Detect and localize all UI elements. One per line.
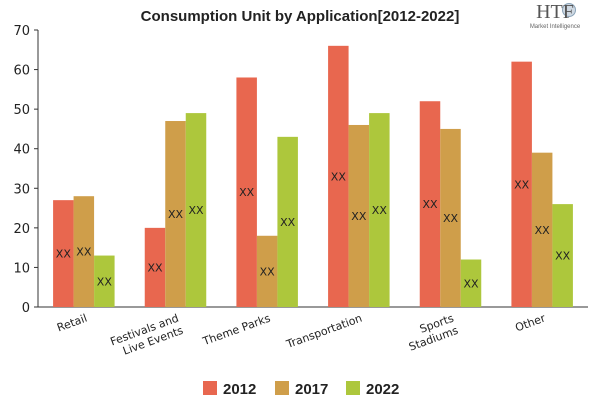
bar-2022-2 bbox=[277, 136, 298, 307]
data-label: XX bbox=[280, 216, 296, 229]
bar-2012-2 bbox=[236, 77, 257, 307]
data-label: XX bbox=[463, 277, 479, 290]
data-label: XX bbox=[188, 204, 204, 217]
y-tick-label: 50 bbox=[13, 103, 30, 118]
data-label: XX bbox=[372, 204, 388, 217]
bar-2022-1 bbox=[185, 113, 207, 307]
data-labels: XX XX XX XX XX XX XX XX XX XX XX XX XX XX XX XX XX XX bbox=[56, 170, 571, 290]
legend-label-2012: 2012 bbox=[223, 381, 256, 398]
bar-2017-0 bbox=[73, 196, 95, 307]
x-category-label: Theme Parks bbox=[200, 312, 272, 349]
x-category-label-line: Transportation bbox=[284, 312, 364, 352]
y-tick-label: 0 bbox=[22, 301, 30, 316]
legend-swatch-2017 bbox=[275, 381, 289, 395]
data-label: XX bbox=[535, 224, 551, 237]
x-category-label: Other bbox=[513, 311, 547, 334]
y-axis-ticks: 0 10 20 30 40 50 60 70 bbox=[13, 24, 38, 316]
htf-logo: HTF Market Intelligence bbox=[530, 1, 581, 30]
y-tick-label: 60 bbox=[13, 64, 30, 79]
data-label: XX bbox=[76, 246, 92, 259]
x-category-label-line: Retail bbox=[55, 312, 89, 335]
data-label: XX bbox=[555, 250, 571, 263]
legend-label-2022: 2022 bbox=[366, 381, 399, 398]
bar-2022-5 bbox=[552, 204, 573, 307]
bar-2012-1 bbox=[144, 227, 166, 307]
x-category-label: SportsStadiums bbox=[403, 312, 461, 354]
y-tick-label: 10 bbox=[13, 261, 30, 276]
data-label: XX bbox=[239, 186, 255, 199]
bar-2022-3 bbox=[369, 113, 390, 307]
x-axis-categories: Retail Festivals andLive Events Theme Park… bbox=[55, 311, 547, 361]
bar-2017-2 bbox=[256, 235, 278, 307]
bar-2022-0 bbox=[94, 255, 115, 307]
axes bbox=[37, 30, 588, 308]
bar-2012-5 bbox=[511, 61, 532, 308]
bar-2012-3 bbox=[328, 45, 349, 307]
legend-swatch-2022 bbox=[346, 381, 360, 395]
y-tick-label: 40 bbox=[13, 143, 30, 158]
y-tick-label: 20 bbox=[13, 222, 30, 237]
data-label: XX bbox=[443, 212, 459, 225]
legend: 2012 2017 2022 bbox=[203, 381, 399, 398]
bar-2017-4 bbox=[440, 128, 461, 307]
data-label: XX bbox=[331, 170, 347, 183]
y-tick-label: 30 bbox=[13, 182, 30, 197]
data-label: XX bbox=[147, 261, 163, 274]
data-label: XX bbox=[168, 208, 184, 221]
x-category-label: Transportation bbox=[284, 312, 364, 352]
bar-2022-4 bbox=[460, 259, 482, 307]
data-label: XX bbox=[351, 210, 367, 223]
bar-2012-4 bbox=[419, 101, 441, 307]
legend-swatch-2012 bbox=[203, 381, 217, 395]
bar-2017-1 bbox=[165, 121, 186, 307]
data-label: XX bbox=[422, 198, 438, 211]
data-label: XX bbox=[56, 248, 72, 261]
legend-label-2017: 2017 bbox=[295, 381, 328, 398]
data-label: XX bbox=[260, 265, 276, 278]
logo-subtitle: Market Intelligence bbox=[530, 24, 581, 30]
logo-text: HTF bbox=[536, 1, 574, 23]
x-category-label: Retail bbox=[55, 312, 89, 335]
x-category-label-line: Theme Parks bbox=[200, 312, 272, 349]
bar-2017-3 bbox=[348, 124, 370, 307]
chart-title: Consumption Unit by Application[2012-202… bbox=[141, 8, 460, 25]
x-category-label: Festivals andLive Events bbox=[109, 312, 186, 361]
bar-2017-5 bbox=[531, 152, 553, 307]
data-label: XX bbox=[514, 178, 530, 191]
bars bbox=[53, 45, 573, 308]
y-tick-label: 70 bbox=[13, 24, 30, 39]
bar-2012-0 bbox=[53, 200, 74, 307]
data-label: XX bbox=[97, 275, 113, 288]
x-category-label-line: Other bbox=[513, 311, 547, 334]
